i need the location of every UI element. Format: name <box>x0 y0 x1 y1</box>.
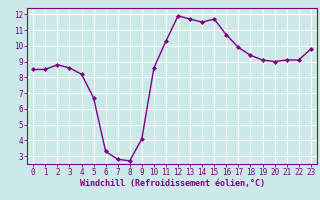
X-axis label: Windchill (Refroidissement éolien,°C): Windchill (Refroidissement éolien,°C) <box>79 179 265 188</box>
